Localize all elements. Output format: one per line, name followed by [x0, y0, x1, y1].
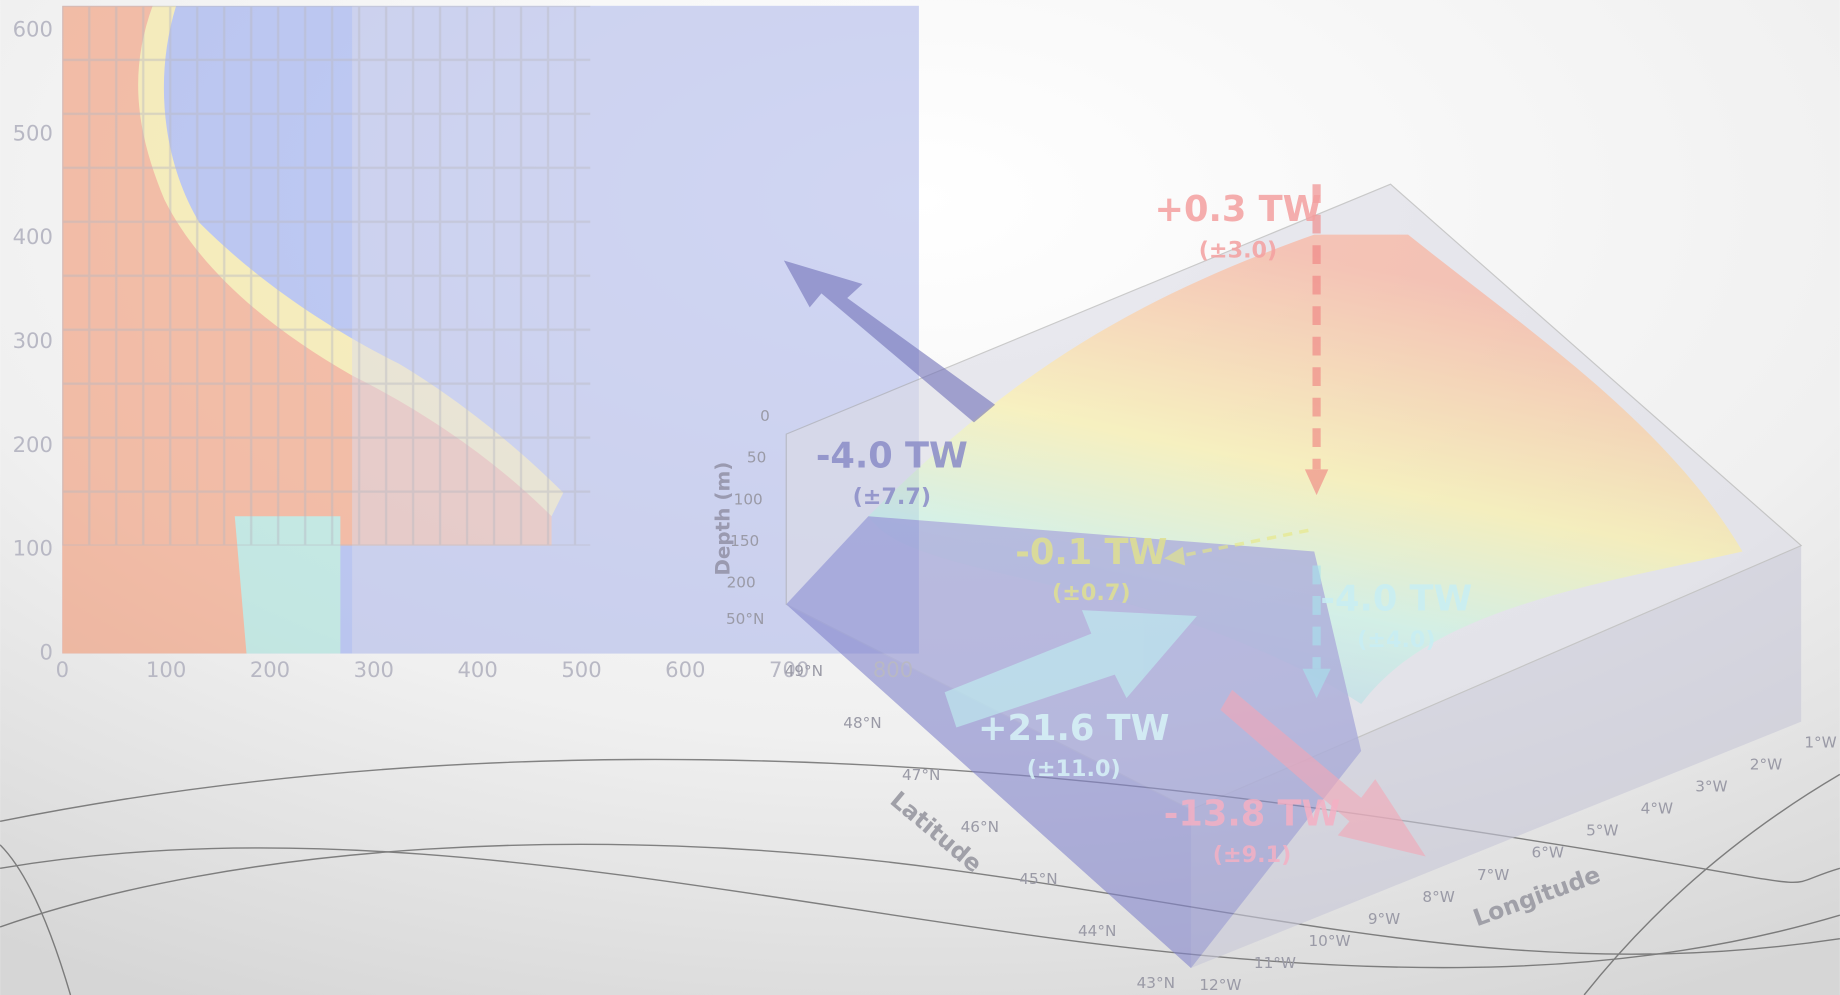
flux-value: -4.0 TW — [1320, 579, 1472, 620]
latitude-tick: 46°N — [961, 818, 999, 836]
x-tick-label: 100 — [146, 657, 186, 682]
latitude-tick: 50°N — [726, 610, 764, 628]
flux-error: (±0.7) — [1052, 580, 1131, 606]
x-tick-label: 300 — [354, 657, 394, 682]
longitude-tick: 6°W — [1532, 844, 1564, 862]
longitude-tick: 3°W — [1695, 778, 1727, 796]
latitude-tick: 45°N — [1019, 870, 1057, 888]
x-tick-label: 600 — [665, 657, 705, 682]
y-tick-label: 100 — [13, 536, 53, 561]
y-tick-label: 200 — [13, 432, 53, 457]
longitude-tick: 9°W — [1368, 910, 1400, 928]
flux-error: (±9.1) — [1213, 842, 1292, 868]
y-tick-label: 400 — [13, 224, 53, 249]
depth-tick: 0 — [760, 407, 770, 425]
depth-tick: 150 — [730, 532, 759, 550]
flux-arrows — [783, 184, 1426, 857]
latitude-tick: 48°N — [843, 714, 881, 732]
longitude-tick: 4°W — [1641, 800, 1673, 818]
latitude-tick: 47°N — [902, 766, 940, 784]
longitude-tick: 2°W — [1750, 756, 1782, 774]
flux-value: +21.6 TW — [978, 708, 1169, 749]
heatmap — [62, 5, 919, 654]
y-tick-label: 500 — [13, 120, 53, 145]
x-tick-label: 500 — [561, 657, 601, 682]
flux-value: -4.0 TW — [816, 436, 968, 477]
longitude-tick: 7°W — [1477, 866, 1509, 884]
longitude-tick: 12°W — [1199, 976, 1241, 994]
depth-label: Depth (m) — [711, 462, 735, 576]
flux-error: (±3.0) — [1199, 238, 1278, 264]
flux-error: (±11.0) — [1027, 756, 1121, 782]
depth-tick: 50 — [747, 449, 766, 467]
longitude-tick: 5°W — [1586, 822, 1618, 840]
x-tick-label: 800 — [873, 657, 913, 682]
flux-value: -13.8 TW — [1164, 793, 1341, 834]
x-tick-label: 700 — [769, 657, 809, 682]
latitude-tick: 44°N — [1078, 922, 1116, 940]
latitude-tick: 43°N — [1137, 974, 1175, 992]
x-tick-label: 200 — [250, 657, 290, 682]
flux-value: +0.3 TW — [1155, 189, 1322, 230]
longitude-tick: 10°W — [1308, 932, 1350, 950]
y-tick-label: 600 — [13, 17, 53, 42]
flux-error: (±4.0) — [1357, 627, 1436, 653]
y-tick-label: 0 — [39, 640, 52, 665]
longitude-tick: 1°W — [1804, 733, 1836, 751]
longitude-tick: 8°W — [1422, 888, 1454, 906]
depth-tick: 100 — [734, 490, 763, 508]
x-tick-label: 400 — [457, 657, 497, 682]
x-tick-label: 0 — [56, 657, 69, 682]
y-tick-label: 300 — [13, 328, 53, 353]
flux-error: (±7.7) — [853, 484, 932, 510]
longitude-tick: 11°W — [1254, 954, 1296, 972]
flux-value: -0.1 TW — [1015, 532, 1167, 573]
latitude-tick: 49°N — [785, 662, 823, 680]
depth-tick: 200 — [727, 574, 756, 592]
